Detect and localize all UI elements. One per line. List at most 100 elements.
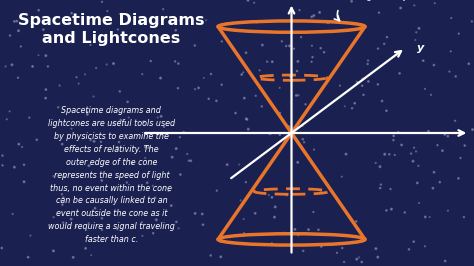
Point — [81, 72, 89, 77]
Point — [191, 211, 199, 215]
Point — [410, 3, 418, 7]
Point — [168, 155, 176, 159]
Point — [202, 18, 210, 22]
Point — [10, 19, 18, 24]
Point — [98, 0, 106, 4]
Point — [451, 119, 459, 123]
Point — [59, 221, 67, 225]
Point — [151, 196, 159, 200]
Point — [87, 138, 94, 142]
Point — [455, 176, 462, 181]
Point — [172, 28, 180, 32]
Point — [68, 11, 75, 15]
Point — [58, 142, 66, 146]
Point — [240, 217, 247, 221]
Point — [411, 38, 419, 42]
Point — [388, 207, 395, 211]
Point — [283, 44, 290, 48]
Point — [242, 180, 250, 184]
Point — [264, 60, 271, 64]
Point — [29, 64, 36, 69]
Point — [57, 198, 65, 203]
Point — [438, 149, 446, 153]
Point — [258, 43, 266, 47]
Point — [50, 215, 57, 219]
FancyArrowPatch shape — [334, 11, 339, 21]
Point — [407, 151, 415, 156]
Point — [292, 93, 300, 98]
Point — [468, 19, 474, 24]
Point — [266, 30, 274, 34]
Point — [251, 211, 259, 215]
Point — [376, 165, 384, 169]
Point — [174, 86, 182, 90]
Point — [441, 132, 448, 136]
Point — [65, 20, 73, 25]
Point — [138, 72, 146, 76]
Point — [276, 86, 283, 90]
Point — [376, 186, 384, 190]
Point — [59, 202, 66, 207]
Point — [271, 215, 278, 219]
Point — [360, 93, 367, 97]
Point — [299, 124, 306, 128]
Point — [300, 249, 307, 253]
Point — [374, 47, 382, 51]
Point — [256, 68, 264, 72]
Point — [223, 163, 231, 167]
Point — [310, 13, 318, 18]
Point — [92, 66, 100, 70]
Point — [291, 227, 299, 231]
Point — [258, 104, 265, 109]
Point — [295, 93, 302, 97]
Point — [318, 244, 325, 249]
Point — [427, 93, 435, 97]
Point — [42, 88, 50, 92]
Point — [2, 64, 9, 69]
Point — [415, 201, 423, 205]
Point — [217, 255, 225, 259]
Point — [372, 247, 380, 251]
Point — [415, 26, 423, 31]
Point — [237, 198, 245, 202]
Point — [358, 84, 366, 88]
Point — [310, 210, 317, 214]
Point — [415, 164, 422, 168]
Point — [308, 44, 316, 48]
Point — [138, 220, 146, 224]
Point — [98, 178, 106, 183]
Point — [377, 182, 385, 187]
Point — [213, 189, 220, 193]
Point — [287, 74, 294, 78]
Point — [114, 27, 122, 32]
Text: Increasing Velocity: Increasing Velocity — [329, 0, 409, 1]
Point — [385, 152, 393, 156]
Point — [265, 193, 273, 197]
Point — [159, 7, 167, 11]
Point — [44, 64, 52, 69]
Point — [109, 61, 117, 66]
Point — [17, 44, 25, 49]
Point — [238, 72, 246, 77]
Point — [353, 80, 361, 84]
Point — [15, 142, 23, 146]
Point — [167, 203, 175, 208]
Point — [457, 156, 465, 160]
Point — [183, 152, 191, 156]
Point — [243, 117, 250, 121]
Point — [115, 140, 123, 144]
Point — [387, 187, 394, 191]
Point — [60, 196, 67, 200]
Point — [412, 149, 420, 153]
Point — [243, 117, 251, 122]
Point — [157, 76, 164, 80]
Point — [252, 94, 260, 98]
Point — [154, 115, 162, 120]
Point — [285, 124, 292, 128]
Point — [173, 147, 180, 151]
Point — [160, 125, 168, 129]
Point — [56, 84, 64, 88]
Point — [82, 246, 90, 251]
Point — [149, 184, 156, 188]
Point — [280, 231, 287, 235]
